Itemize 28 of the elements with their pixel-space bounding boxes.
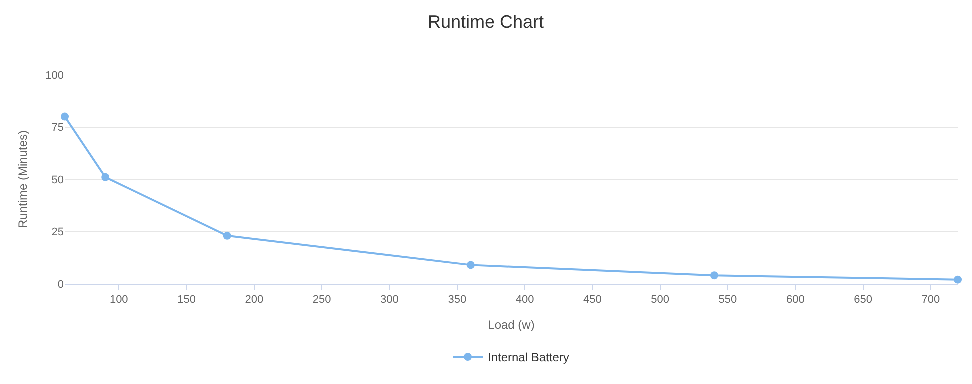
y-tick-label: 100 — [46, 70, 64, 82]
point — [61, 112, 69, 121]
x-tick-label: 650 — [854, 294, 872, 306]
x-tick-label: 150 — [178, 294, 196, 306]
x-tick-label: 400 — [516, 294, 534, 306]
point — [466, 261, 475, 270]
x-tick-label: 550 — [718, 294, 738, 306]
x-tick-label: 500 — [651, 294, 670, 306]
x-tick-label: 700 — [922, 294, 940, 306]
point — [223, 232, 232, 240]
y-tick-label: 25 — [52, 226, 64, 239]
x-tick-label: 250 — [312, 294, 332, 306]
x-tick-label: 300 — [380, 294, 399, 306]
x-tick-label: 350 — [448, 294, 467, 306]
x-tick-label: 450 — [584, 294, 602, 306]
x-tick-label: 200 — [245, 294, 264, 306]
x-tick-label: 100 — [110, 294, 128, 306]
chart-title: Runtime Chart — [428, 12, 544, 32]
y-tick-label: 0 — [58, 278, 64, 291]
point — [954, 276, 962, 284]
y-tick-label: 75 — [52, 122, 64, 134]
x-tick-label: 600 — [786, 294, 805, 306]
point — [710, 272, 718, 280]
y-tick-label: 50 — [52, 174, 64, 186]
x-axis-title: Load (w) — [488, 318, 535, 332]
point — [102, 173, 110, 182]
legend-label: Internal Battery — [488, 350, 570, 365]
y-axis-title: Runtime (Minutes) — [16, 130, 30, 229]
